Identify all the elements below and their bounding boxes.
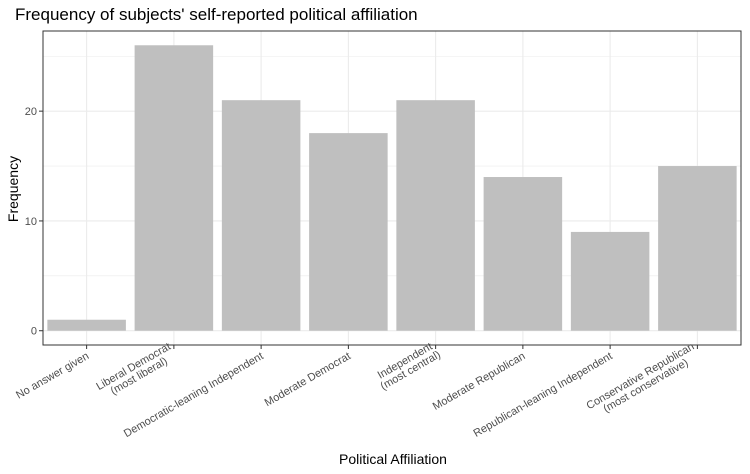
chart-title: Frequency of subjects' self-reported pol… — [15, 5, 418, 24]
x-axis: No answer given Liberal Democrat(most lib… — [14, 339, 701, 440]
panel-frame — [42, 30, 742, 346]
x-tick-label: No answer given — [14, 350, 91, 401]
bar — [134, 45, 214, 331]
y-tick-label: 0 — [31, 326, 37, 338]
bars-group — [47, 45, 737, 331]
y-axis-title: Frequency — [5, 156, 21, 222]
bar — [570, 231, 650, 331]
y-axis: 0 10 20 — [25, 106, 43, 338]
x-tick-label: Conservative Republican(most conservativ… — [584, 341, 701, 422]
bar — [658, 166, 737, 331]
panel-border — [42, 30, 742, 346]
bar — [221, 100, 301, 331]
y-tick-label: 20 — [25, 106, 37, 118]
bar — [483, 177, 563, 331]
bar — [309, 133, 388, 331]
bar — [396, 100, 475, 331]
x-tick-label: Liberal Democrat(most liberal) — [94, 341, 178, 403]
bar — [47, 319, 126, 331]
x-tick-label: Moderate Democrat — [263, 350, 353, 409]
y-tick-label: 10 — [25, 216, 37, 228]
x-tick-label: Moderate Republican — [431, 350, 528, 413]
x-axis-title: Political Affiliation — [339, 451, 447, 467]
x-tick-label: Republican-leaning Independent — [471, 350, 614, 440]
x-tick-label: Independent(most central) — [373, 339, 443, 393]
